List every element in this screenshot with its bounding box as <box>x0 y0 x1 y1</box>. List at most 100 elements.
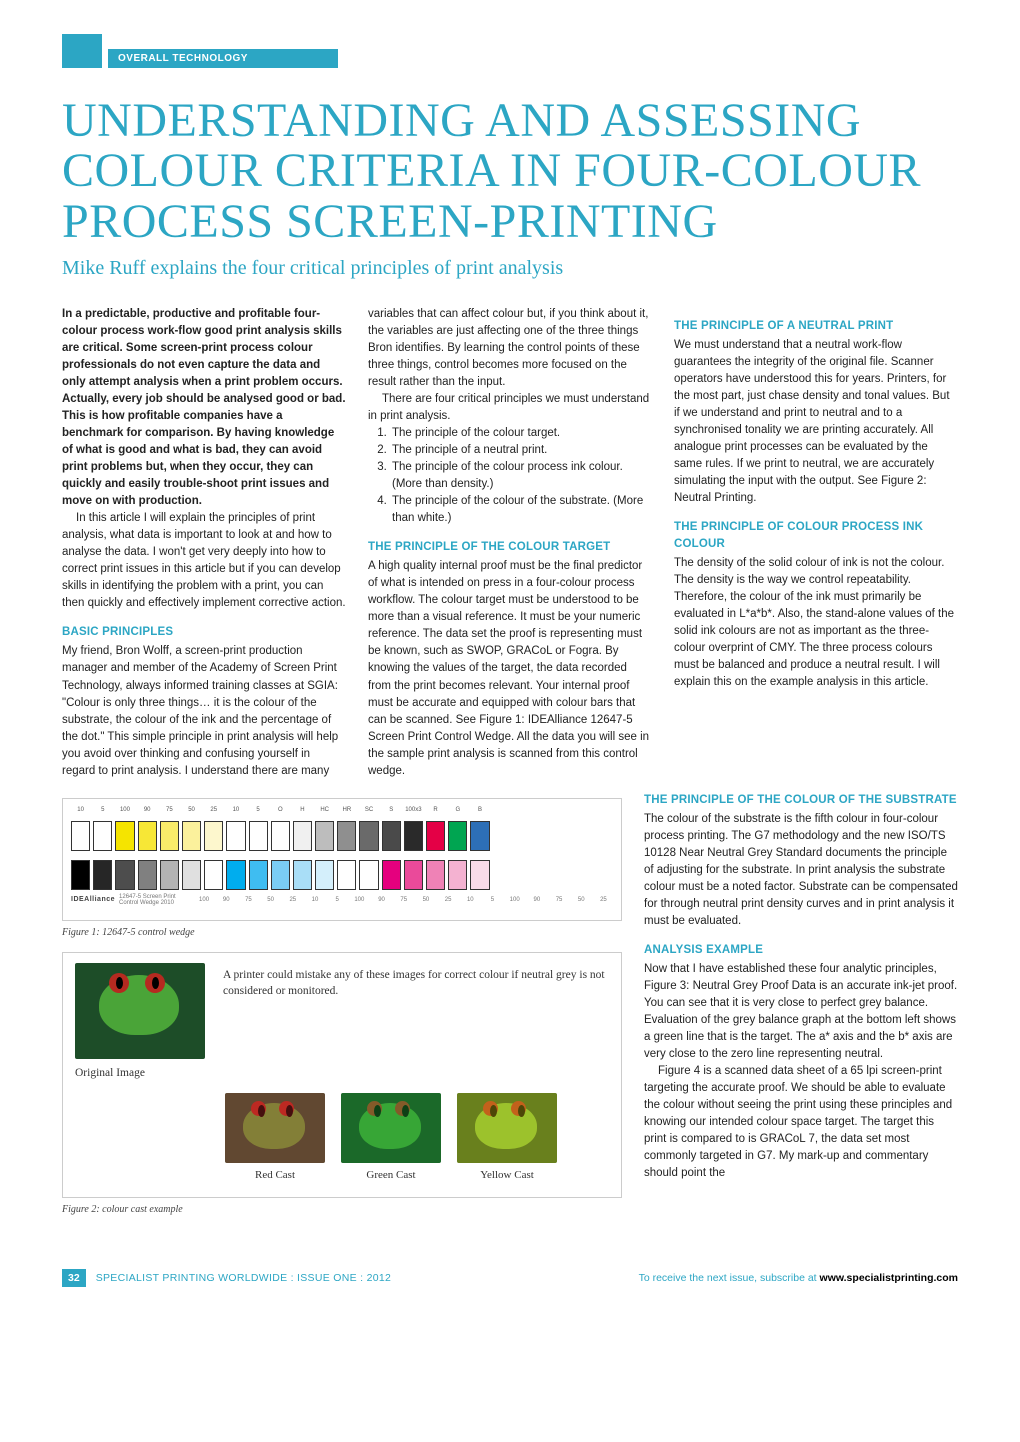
wedge-patch <box>71 860 90 890</box>
control-wedge: 10510090755025105OHHCHRSCS100x3RGB IDEAl… <box>62 798 622 921</box>
col2-p1: variables that can affect colour but, if… <box>368 306 652 391</box>
col2-p3: A high quality internal proof must be th… <box>368 558 652 779</box>
intro-columns: In a predictable, productive and profita… <box>62 306 958 779</box>
col2-p2: There are four critical principles we mu… <box>368 391 652 425</box>
col3-p4: Now that I have established these four a… <box>644 961 958 1063</box>
wedge-patch <box>93 821 112 851</box>
wedge-patch <box>226 860 245 890</box>
wedge-patch <box>204 821 223 851</box>
idealliance-label: IDEAlliance <box>71 896 115 903</box>
article-subtitle: Mike Ruff explains the four critical pri… <box>62 257 958 280</box>
principles-list: The principle of the colour target. The … <box>386 425 652 527</box>
cast-thumb: Green Cast <box>341 1093 441 1181</box>
heading-basic-principles: BASIC PRINCIPLES <box>62 624 346 641</box>
wedge-patch <box>271 821 290 851</box>
wedge-patch <box>182 821 201 851</box>
footer-right: To receive the next issue, subscribe at … <box>639 1272 958 1284</box>
footer-left: 32 SPECIALIST PRINTING WORLDWIDE : ISSUE… <box>62 1269 391 1287</box>
wedge-patch <box>271 860 290 890</box>
wedge-patch <box>182 860 201 890</box>
wedge-bottom-row <box>71 854 613 890</box>
cast-thumb-label: Red Cast <box>225 1169 325 1181</box>
wedge-patch <box>337 860 356 890</box>
figure-1-caption: Figure 1: 12647-5 control wedge <box>62 927 622 938</box>
figure-1: 10510090755025105OHHCHRSCS100x3RGB IDEAl… <box>62 798 622 938</box>
wedge-patch <box>138 821 157 851</box>
page-number: 32 <box>62 1269 86 1287</box>
wedge-patch <box>160 821 179 851</box>
wedge-patch <box>160 860 179 890</box>
heading-substrate: THE PRINCIPLE OF THE COLOUR OF THE SUBST… <box>644 792 958 809</box>
cast-thumb-label: Yellow Cast <box>457 1169 557 1181</box>
cast-thumb-label: Green Cast <box>341 1169 441 1181</box>
top-bar: OVERALL TECHNOLOGY <box>62 34 958 68</box>
figures-column: 10510090755025105OHHCHRSCS100x3RGB IDEAl… <box>62 798 622 1229</box>
column-3-bottom: THE PRINCIPLE OF THE COLOUR OF THE SUBST… <box>644 780 958 1182</box>
col3-p1: We must understand that a neutral work-f… <box>674 337 958 507</box>
wedge-top-labels: 10510090755025105OHHCHRSCS100x3RGB <box>71 807 613 813</box>
col3-p3: The colour of the substrate is the fifth… <box>644 811 958 930</box>
lower-body: 10510090755025105OHHCHRSCS100x3RGB IDEAl… <box>62 780 958 1229</box>
list-item: The principle of the colour of the subst… <box>390 493 652 527</box>
col3-p2: The density of the solid colour of ink i… <box>674 555 958 691</box>
cast-statement: A printer could mistake any of these ima… <box>223 967 609 999</box>
wedge-patch <box>249 860 268 890</box>
list-item: The principle of a neutral print. <box>390 442 652 459</box>
column-3-top: THE PRINCIPLE OF A NEUTRAL PRINT We must… <box>674 306 958 779</box>
wedge-patch <box>115 860 134 890</box>
heading-colour-target: THE PRINCIPLE OF THE COLOUR TARGET <box>368 539 652 556</box>
list-item: The principle of the colour process ink … <box>390 459 652 493</box>
wedge-patch <box>293 860 312 890</box>
wedge-patch <box>404 860 423 890</box>
list-item: The principle of the colour target. <box>390 425 652 442</box>
cast-thumb: Yellow Cast <box>457 1093 557 1181</box>
col1-p2: My friend, Bron Wolff, a screen-print pr… <box>62 643 346 779</box>
column-2: variables that can affect colour but, if… <box>368 306 652 779</box>
cast-thumbs: Red Cast Green Cast Yellow Cast <box>225 1093 609 1181</box>
wedge-top-row <box>71 815 613 851</box>
figure-2-caption: Figure 2: colour cast example <box>62 1204 622 1215</box>
cast-thumb: Red Cast <box>225 1093 325 1181</box>
column-1: In a predictable, productive and profita… <box>62 306 346 779</box>
col3-p5: Figure 4 is a scanned data sheet of a 65… <box>644 1063 958 1182</box>
page-footer: 32 SPECIALIST PRINTING WORLDWIDE : ISSUE… <box>62 1269 958 1287</box>
original-label: Original Image <box>75 1067 205 1079</box>
wedge-patch <box>115 821 134 851</box>
wedge-patch <box>448 821 467 851</box>
wedge-footer: IDEAlliance 12647-5 Screen Print Control… <box>71 894 613 906</box>
article-title: UNDERSTANDING AND ASSESSING COLOUR CRITE… <box>62 96 958 247</box>
colour-cast-panel: Original Image A printer could mistake a… <box>62 952 622 1198</box>
wedge-patch <box>71 821 90 851</box>
wedge-patch <box>293 821 312 851</box>
intro-bold: In a predictable, productive and profita… <box>62 306 346 510</box>
wedge-sublabel: 12647-5 Screen Print Control Wedge 2010 <box>119 894 182 906</box>
wedge-patch <box>359 821 378 851</box>
wedge-patch <box>470 860 489 890</box>
wedge-bottom-labels: 100907550251051009075502510510090755025 <box>194 897 613 903</box>
cast-top-row: Original Image A printer could mistake a… <box>75 963 609 1079</box>
section-tag: OVERALL TECHNOLOGY <box>108 49 338 68</box>
page: OVERALL TECHNOLOGY UNDERSTANDING AND ASS… <box>0 0 1020 1321</box>
figure-2: Original Image A printer could mistake a… <box>62 952 622 1215</box>
wedge-patch <box>470 821 489 851</box>
wedge-patch <box>448 860 467 890</box>
wedge-patch <box>382 821 401 851</box>
wedge-patch <box>337 821 356 851</box>
wedge-patch <box>138 860 157 890</box>
cta-text: To receive the next issue, subscribe at <box>639 1272 820 1284</box>
wedge-patch <box>93 860 112 890</box>
col1-p1: In this article I will explain the princ… <box>62 510 346 612</box>
subscribe-url: www.specialistprinting.com <box>820 1272 958 1284</box>
wedge-patch <box>382 860 401 890</box>
issue-label: SPECIALIST PRINTING WORLDWIDE : ISSUE ON… <box>96 1272 391 1284</box>
section-tag-text: OVERALL TECHNOLOGY <box>118 53 248 64</box>
heading-neutral-print: THE PRINCIPLE OF A NEUTRAL PRINT <box>674 318 958 335</box>
wedge-patch <box>426 821 445 851</box>
wedge-patch <box>315 860 334 890</box>
heading-ink-colour: THE PRINCIPLE OF COLOUR PROCESS INK COLO… <box>674 519 958 553</box>
accent-block <box>62 34 102 68</box>
wedge-patch <box>426 860 445 890</box>
original-column: Original Image <box>75 963 205 1079</box>
original-image <box>75 963 205 1059</box>
wedge-patch <box>315 821 334 851</box>
